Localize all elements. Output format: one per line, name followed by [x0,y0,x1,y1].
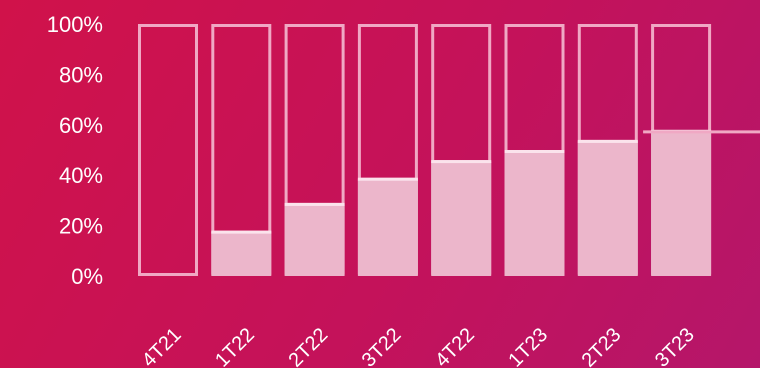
bar-top-highlight [577,139,638,143]
bar [504,150,565,276]
bar-group [651,24,712,276]
x-tick-label: 3T23 [651,324,699,368]
bar-group [357,24,418,276]
x-tick-label: 1T23 [504,324,552,368]
y-tick-label: 20% [59,214,103,239]
y-tick-label: 0% [71,264,103,289]
bar-group [284,24,345,276]
bar-top-highlight [357,177,418,181]
y-axis: 0% 20% 40% 60% 80% 100% [47,12,103,289]
bar-top-highlight [431,160,492,164]
bar [211,230,272,276]
x-tick-label: 2T23 [578,324,626,368]
y-tick-label: 60% [59,113,103,138]
x-tick-label: 1T22 [211,324,259,368]
bar [357,177,418,276]
y-tick-label: 80% [59,62,103,87]
bar-top-highlight [284,202,345,206]
bar-series [138,24,712,276]
bar-group [211,24,272,276]
x-axis: 4T21 1T22 2T22 3T22 4T22 1T23 2T23 3T23 [138,324,699,368]
x-tick-label: 3T22 [358,324,406,368]
bar [431,160,492,276]
x-tick-label: 4T21 [138,324,186,368]
bar [651,129,712,276]
x-tick-label: 2T22 [284,324,332,368]
bar-group [577,24,638,276]
bar-group [504,24,565,276]
bar-track [138,24,198,276]
bar-group [138,24,198,276]
bar-top-highlight [211,230,272,234]
y-tick-label: 100% [47,12,103,37]
x-tick-label: 4T22 [431,324,479,368]
bar-top-highlight [504,150,565,153]
bar-group [431,24,492,276]
bar [284,202,345,276]
y-tick-label: 40% [59,163,103,188]
bar [577,139,638,276]
